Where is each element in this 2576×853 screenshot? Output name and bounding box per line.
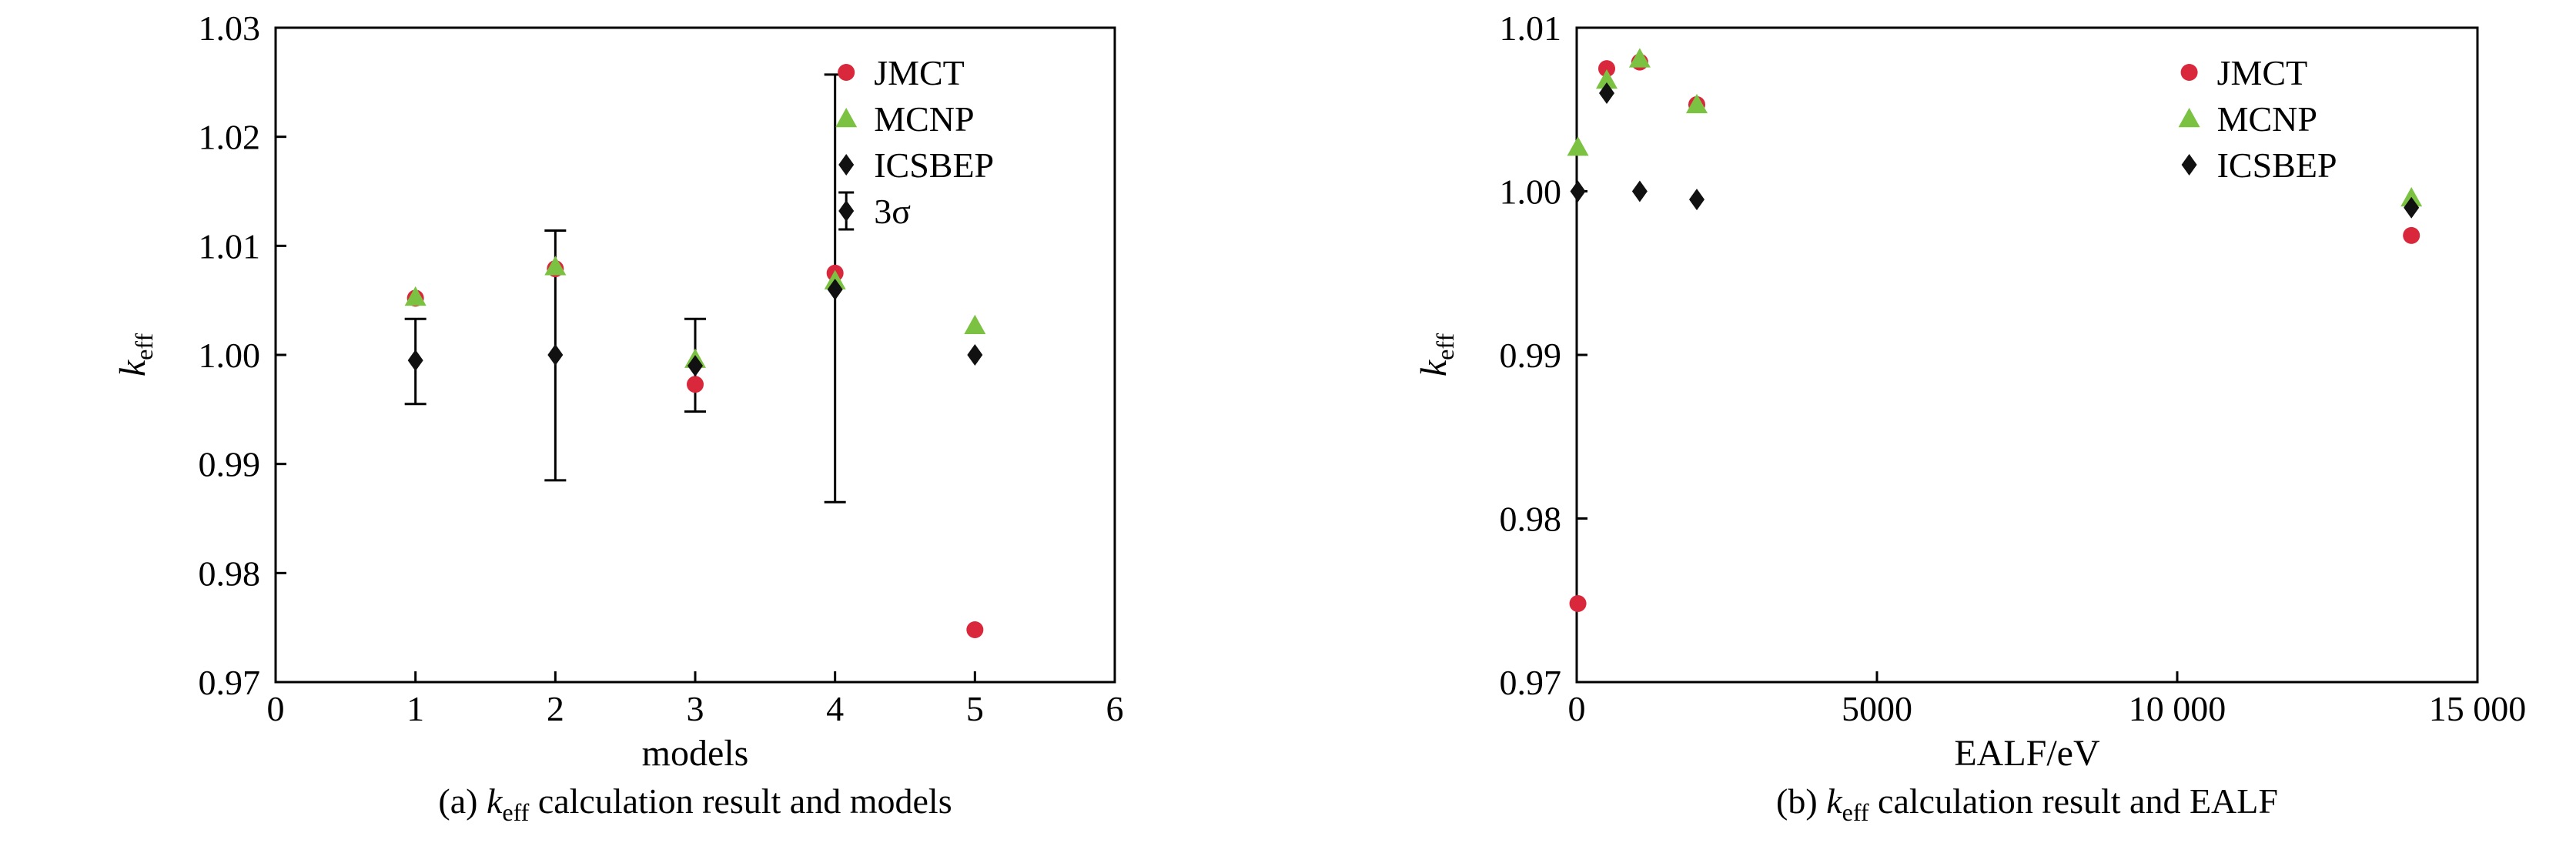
data-point-mcnp [544,256,567,276]
legend-label: 3σ [874,192,911,231]
caption-subscript: eff [502,798,529,826]
legend-marker-mcnp [2178,108,2200,128]
plot-frame [1575,26,2479,684]
chart-b: 0 5000 10 000 15 000 0.97 0.98 0.99 1.00 1.01 EAL… [1413,8,2526,826]
legend-label: MCNP [2217,99,2317,139]
data-point-mcnp [1686,93,1708,114]
y-tick-label: 1.01 [199,226,261,266]
y-tick-label: 1.01 [1500,8,1562,48]
data-point-jmct [966,621,984,638]
legend-label: JMCT [2217,53,2308,92]
x-tick-label: 0 [267,689,285,728]
x-tick-label: 10 000 [2129,689,2226,728]
y-axis-label-base: k [1413,359,1454,376]
y-tick-label: 0.97 [1500,663,1562,702]
legend-marker-icsbep [838,154,855,176]
y-tick-label: 0.98 [199,554,261,593]
y-axis-label: keff [112,333,158,377]
caption-prefix: (b) [1776,781,1826,821]
y-axis-label-base: k [112,359,153,376]
x-tick-label: 6 [1106,689,1124,728]
y-tick-label: 0.97 [199,663,261,702]
data-point-mcnp [404,286,427,306]
caption-suffix: calculation result and EALF [1869,781,2278,821]
data-point-mcnp [1596,69,1618,89]
legend-marker-jmct [838,64,855,81]
data-point-icsbep [827,279,843,300]
data-point-jmct [1569,595,1587,612]
x-tick-label: 2 [547,689,564,728]
y-tick-label: 1.03 [199,8,261,48]
x-tick-label: 1 [406,689,424,728]
figure-caption: (a) keff calculation result and models [438,781,952,826]
caption-suffix: calculation result and models [529,781,952,821]
legend: JMCT MCNP ICSBEP [2178,53,2337,185]
legend-marker-3sigma [838,200,855,222]
data-point-mcnp [1567,136,1589,156]
x-tick-label: 3 [687,689,704,728]
y-tick-label: 1.00 [199,336,261,375]
x-tick-label: 4 [826,689,844,728]
x-axis-label: models [642,733,749,774]
x-tick-label: 5 [966,689,984,728]
y-tick-label: 0.99 [199,445,261,484]
y-tick-label: 0.98 [1500,500,1562,539]
legend: JMCT MCNP ICSBEP 3σ [835,53,994,231]
caption-subscript: eff [1842,798,1869,826]
data-point-icsbep [547,344,564,366]
data-point-mcnp [964,314,986,334]
y-tick-label: 1.02 [199,118,261,157]
data-point-jmct [687,376,704,393]
caption-prefix: (a) [438,781,487,821]
legend-label: JMCT [874,53,965,92]
legend-label: MCNP [874,99,974,139]
caption-k: k [487,781,503,821]
data-point-icsbep [1570,180,1586,202]
data-point-icsbep [2404,196,2420,219]
y-axis-label-subscript: eff [1431,333,1459,360]
y-axis-label-subscript: eff [130,333,158,360]
data-point-icsbep [687,355,703,377]
data-point-icsbep [407,350,423,372]
x-tick-label: 5000 [1842,689,1912,728]
x-tick-label: 0 [1568,689,1586,728]
data-point-jmct [1598,60,1615,78]
x-axis-label: EALF/eV [1954,733,2100,774]
caption-k: k [1826,781,1843,821]
y-tick-label: 1.00 [1500,172,1562,212]
data-point-icsbep [1599,82,1614,104]
y-axis-label: keff [1413,333,1459,377]
legend-label: ICSBEP [2217,146,2337,185]
data-point-mcnp [1628,48,1651,68]
legend-label: ICSBEP [874,146,994,185]
chart-a: 0 1 2 3 4 5 6 0.97 0.98 0.99 1.00 1.01 1.02 1.03 model… [112,8,1124,826]
data-point-icsbep [967,344,983,366]
x-tick-label: 15 000 [2429,689,2527,728]
figure-caption: (b) keff calculation result and EALF [1776,781,2278,826]
y-tick-label: 0.99 [1500,336,1562,375]
legend-marker-mcnp [835,108,858,128]
legend-marker-icsbep [2181,154,2197,176]
data-point-icsbep [1631,180,1648,202]
data-point-jmct [2403,226,2420,244]
data-point-mcnp [2400,187,2423,207]
legend-marker-jmct [2180,64,2198,81]
data-point-icsbep [1689,189,1705,211]
